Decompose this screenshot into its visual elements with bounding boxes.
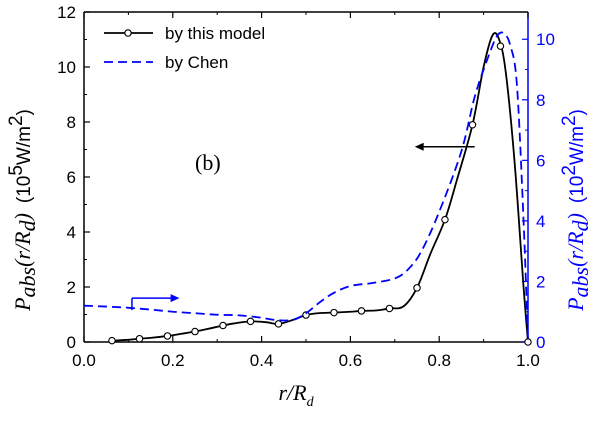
series-line-chen (83, 31, 529, 343)
y-left-tick-label: 4 (67, 223, 76, 242)
y-left-tick-label: 10 (57, 58, 76, 77)
legend-label-model: by this model (165, 24, 265, 43)
data-point-model (191, 327, 199, 336)
data-point-model (108, 336, 116, 345)
x-axis-label: r/Rd (278, 380, 314, 410)
y-left-tick-label: 12 (57, 3, 76, 22)
y-axis-left: 0 2 4 6 8 10 12 (57, 3, 90, 352)
y-axis-right-label: Pabs(r/Rd)(102W/m2) (559, 109, 593, 312)
y-right-tick-label: 6 (536, 151, 545, 170)
data-point-model (219, 321, 227, 330)
x-tick-label: 0.2 (161, 351, 185, 370)
y-right-tick-label: 2 (536, 272, 545, 291)
data-point-model (357, 307, 366, 315)
y-left-tick-label: 6 (67, 168, 76, 187)
data-point-model (246, 317, 255, 326)
arrow-left-head (414, 142, 424, 151)
x-tick-label: 0.0 (72, 351, 96, 370)
data-point-model (441, 215, 449, 224)
arrows-layer (131, 142, 475, 311)
x-tick-label: 0.4 (250, 351, 274, 370)
x-tick-label: 0.8 (427, 351, 451, 370)
y-axis-left-label: Pabs(r/Rd)(105W/m2) (6, 109, 40, 312)
y-right-tick-label: 8 (536, 91, 545, 110)
data-point-model (385, 304, 394, 313)
series-line-model (111, 32, 529, 343)
data-point-model (524, 338, 532, 346)
data-point-model (496, 42, 505, 50)
legend-marker-model (124, 29, 132, 37)
series-layer (83, 31, 532, 346)
panel-annotation: (b) (195, 150, 221, 175)
y-left-tick-label: 8 (67, 113, 76, 132)
y-right-tick-label: 0 (536, 333, 545, 352)
x-tick-label: 0.6 (339, 351, 363, 370)
data-point-model (413, 284, 421, 292)
legend: by this model by Chen (104, 24, 265, 72)
y-right-tick-label: 10 (536, 30, 555, 49)
y-left-tick-label: 2 (67, 278, 76, 297)
x-tick-label: 1.0 (516, 351, 540, 370)
y-right-tick-label: 4 (536, 212, 545, 231)
data-point-model (302, 311, 310, 319)
legend-label-chen: by Chen (165, 53, 228, 72)
data-point-model (274, 320, 283, 328)
data-point-model (135, 334, 144, 343)
arrow-right-head (170, 294, 180, 303)
data-point-model (330, 308, 338, 317)
data-point-model (163, 332, 172, 340)
y-left-tick-label: 0 (67, 333, 76, 352)
data-point-model (468, 121, 477, 129)
